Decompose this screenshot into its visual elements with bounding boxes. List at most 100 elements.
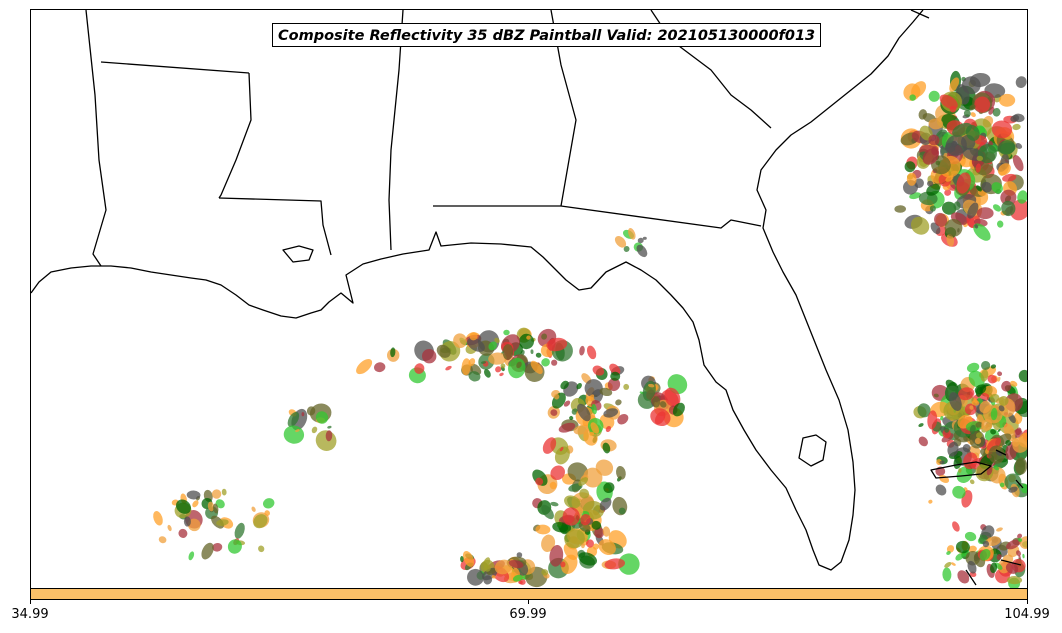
paintball-blob	[1017, 537, 1023, 542]
paintball-blob	[1015, 143, 1023, 149]
paintball-blob	[949, 392, 962, 412]
paintball-blob	[530, 360, 543, 374]
paintball-blob	[488, 341, 498, 351]
paintball-blob	[944, 427, 950, 433]
paintball-blob	[991, 120, 1013, 139]
paintball-blob	[976, 207, 994, 220]
paintball-blob	[926, 183, 940, 196]
paintball-blob	[996, 220, 1004, 228]
paintball-blob	[598, 539, 616, 556]
state-border-ar-la	[100, 61, 250, 74]
paintball-blob	[594, 527, 605, 539]
paintball-blob	[928, 499, 933, 504]
paintball-blob	[998, 395, 1009, 406]
paintball-blob	[956, 172, 971, 194]
paintball-blob	[958, 387, 975, 401]
paintball-blob	[325, 430, 333, 442]
paintball-blob	[1014, 457, 1027, 475]
paintball-blob	[616, 465, 626, 480]
paintball-blob	[939, 460, 945, 465]
paintball-blob	[605, 426, 612, 432]
paintball-blob	[356, 359, 373, 375]
paintball-blob	[1017, 533, 1023, 539]
paintball-blob	[958, 468, 962, 473]
paintball-blob	[944, 562, 952, 568]
paintball-blob	[212, 503, 219, 514]
paintball-blob	[251, 506, 256, 512]
paintball-blob	[1010, 380, 1018, 387]
paintball-blob	[186, 490, 201, 500]
state-border-la-ms-south	[218, 197, 332, 256]
paintball-blob	[927, 410, 938, 430]
paintball-blob	[614, 235, 627, 248]
paintball-blob	[311, 426, 318, 434]
paintball-blob	[969, 479, 975, 485]
paintball-blob	[991, 182, 1003, 194]
paintball-blob	[468, 371, 481, 382]
paintball-blob	[636, 244, 648, 258]
state-border-ms-al	[388, 10, 404, 251]
paintball-blob	[589, 431, 595, 436]
paintball-blob	[934, 212, 948, 227]
paintball-blob	[1005, 439, 1012, 446]
paintball-blob	[941, 201, 957, 215]
paintball-blob	[579, 345, 585, 356]
paintball-blob	[499, 372, 504, 377]
paintball-blob	[1010, 114, 1020, 122]
colorbar-tick-label-min: 34.99	[11, 607, 49, 622]
paintball-blob	[175, 499, 192, 514]
paintball-blob	[990, 429, 997, 435]
paintball-blob	[502, 344, 514, 360]
paintball-blob	[918, 423, 924, 428]
paintball-blob	[207, 501, 215, 512]
paintball-blob	[327, 425, 332, 429]
paintball-blob	[436, 344, 451, 358]
paintball-blob	[981, 419, 993, 431]
paintball-blob	[583, 467, 603, 488]
paintball-blob	[550, 409, 558, 416]
paintball-blob	[586, 345, 597, 360]
paintball-blob	[981, 181, 992, 193]
paintball-blob	[1009, 199, 1027, 221]
paintball-blob	[595, 459, 614, 476]
paintball-blob	[503, 329, 510, 336]
paintball-blob	[569, 416, 574, 420]
paintball-blob	[390, 347, 396, 358]
paintball-blob	[969, 424, 976, 435]
colorbar-tick-label-max: 104.99	[1004, 607, 1050, 622]
paintball-blob	[603, 408, 619, 418]
paintball-blob	[993, 465, 999, 471]
coastline	[31, 10, 924, 571]
colorbar-tick-mark	[1027, 600, 1028, 604]
paintball-blob	[588, 394, 595, 402]
colorbar	[30, 588, 1028, 600]
paintball-blob	[551, 359, 558, 366]
paintball-blob	[581, 543, 585, 549]
paintball-blob	[549, 544, 564, 567]
paintball-blob	[976, 155, 983, 162]
paintball-blob	[580, 514, 591, 526]
paintball-blob	[967, 560, 977, 574]
paintball-blob	[974, 384, 987, 395]
paintball-blob	[595, 504, 601, 511]
paintball-blob	[535, 352, 542, 358]
paintball-blob	[989, 393, 1000, 403]
reflectivity-paintball-layer	[153, 70, 1027, 588]
paintball-blob	[974, 437, 982, 445]
paintball-blob	[211, 489, 222, 499]
paintball-blob	[997, 376, 1001, 382]
paintball-blob	[618, 507, 626, 515]
paintball-blob	[928, 90, 940, 102]
paintball-blob	[579, 488, 590, 499]
paintball-blob	[969, 405, 974, 410]
paintball-blob	[578, 552, 598, 566]
paintball-blob	[602, 526, 611, 537]
state-border-ga-fl	[560, 205, 762, 229]
paintball-blob	[664, 387, 681, 407]
paintball-blob	[628, 227, 636, 240]
state-border-tx-la	[85, 10, 107, 267]
paintball-blob	[215, 499, 225, 509]
paintball-blob	[939, 94, 958, 110]
paintball-blob	[564, 495, 581, 509]
paintball-blob	[994, 562, 1003, 570]
